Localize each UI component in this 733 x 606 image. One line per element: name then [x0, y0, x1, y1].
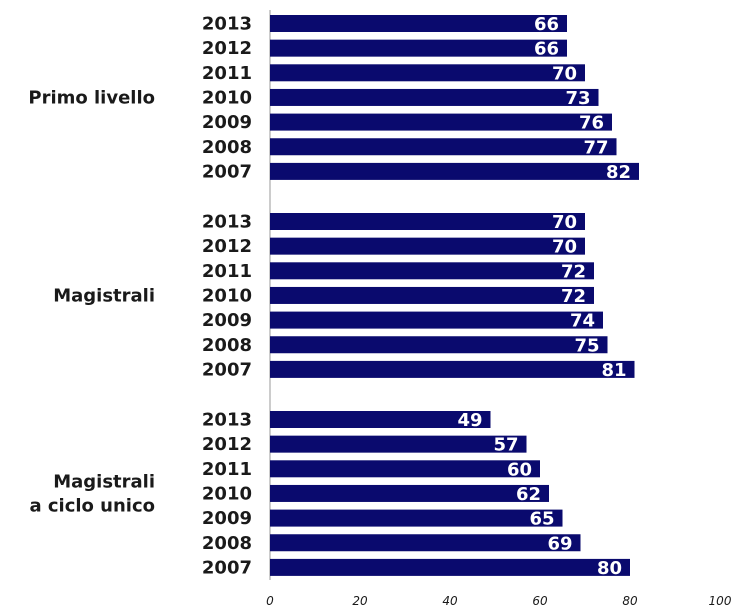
bar [270, 162, 639, 180]
bar [270, 213, 585, 230]
bar [270, 311, 603, 329]
bar [270, 435, 527, 453]
bar-value-label: 80 [597, 558, 622, 579]
bar [270, 484, 549, 502]
bar [270, 15, 567, 32]
bar [270, 138, 617, 156]
year-label: 2008 [202, 533, 252, 554]
bar-value-label: 77 [583, 137, 608, 158]
year-label: 2010 [202, 285, 252, 306]
year-label: 2009 [202, 508, 252, 529]
x-tick-label: 40 [442, 594, 458, 606]
year-label: 2010 [202, 87, 252, 108]
x-tick-label: 20 [352, 594, 368, 606]
year-label: 2009 [202, 112, 252, 133]
bar-value-label: 69 [547, 533, 572, 554]
year-label: 2012 [202, 434, 252, 455]
bar-value-label: 66 [534, 39, 559, 60]
year-label: 2012 [202, 236, 252, 257]
x-tick-label: 80 [622, 594, 638, 606]
year-label: 2011 [202, 459, 252, 480]
group-label-line: Magistrali [53, 285, 155, 306]
x-tick-label: 0 [266, 594, 274, 606]
year-label: 2007 [202, 557, 252, 578]
year-label: 2008 [202, 335, 252, 356]
bar-value-label: 73 [565, 88, 590, 109]
bar [270, 534, 581, 552]
bar-value-label: 57 [493, 435, 518, 456]
bar-value-label: 76 [579, 113, 604, 134]
bar-value-label: 70 [552, 237, 577, 258]
bar-value-label: 60 [507, 459, 532, 480]
x-tick-label: 60 [532, 594, 548, 606]
bar [270, 509, 563, 527]
bar [270, 88, 599, 106]
bar-value-label: 74 [570, 311, 595, 332]
bar [270, 460, 540, 478]
bar [270, 64, 585, 82]
year-label: 2013 [202, 410, 252, 431]
group-label-line: a ciclo unico [29, 495, 155, 516]
year-label: 2007 [202, 161, 252, 182]
x-tick-label: 100 [709, 594, 732, 606]
year-label: 2013 [202, 14, 252, 35]
bar [270, 411, 491, 428]
year-label: 2009 [202, 310, 252, 331]
bar [270, 262, 594, 280]
year-label: 2013 [202, 212, 252, 233]
group-label: Primo livello [28, 87, 155, 108]
bar-value-label: 72 [561, 261, 586, 282]
bar [270, 558, 630, 576]
bar [270, 237, 585, 255]
bar-value-label: 81 [601, 360, 626, 381]
bar-value-label: 72 [561, 286, 586, 307]
group-label: Magistrali [53, 285, 155, 306]
year-label: 2012 [202, 38, 252, 59]
bar [270, 360, 635, 378]
year-label: 2010 [202, 483, 252, 504]
year-label: 2008 [202, 137, 252, 158]
bar-value-label: 70 [552, 63, 577, 84]
bar-value-label: 82 [606, 162, 631, 183]
bar [270, 286, 594, 304]
bar-value-label: 49 [457, 410, 482, 431]
bar-value-label: 65 [529, 509, 554, 530]
year-label: 2007 [202, 359, 252, 380]
year-label: 2011 [202, 261, 252, 282]
bar [270, 336, 608, 354]
group-label-line: Primo livello [28, 87, 155, 108]
group-label-line: Magistrali [53, 471, 155, 492]
year-label: 2011 [202, 63, 252, 84]
bar-value-label: 75 [574, 335, 599, 356]
bar [270, 113, 612, 131]
bar-value-label: 62 [516, 484, 541, 505]
bar [270, 39, 567, 57]
bar-value-label: 66 [534, 14, 559, 35]
group-label: Magistrali a ciclo unico [29, 471, 155, 516]
bar-value-label: 70 [552, 212, 577, 233]
